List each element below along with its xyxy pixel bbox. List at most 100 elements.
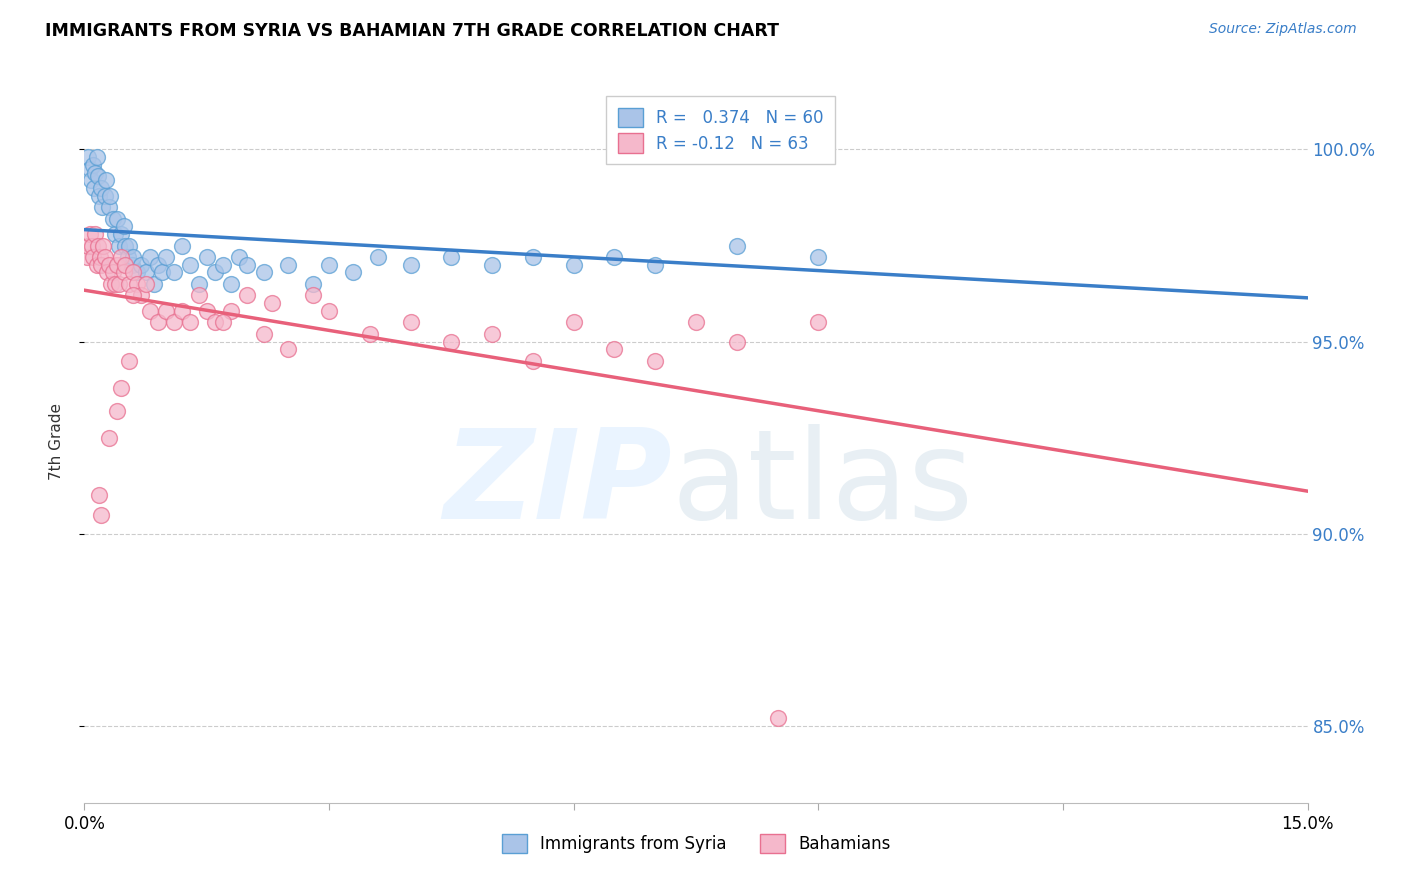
Point	[807, 315, 830, 329]
Point	[204, 315, 226, 329]
Point	[93, 250, 115, 264]
Point	[127, 265, 149, 279]
Point	[481, 326, 503, 341]
Point	[204, 265, 226, 279]
Point	[110, 250, 132, 264]
Point	[644, 354, 666, 368]
Point	[725, 238, 748, 252]
Point	[172, 238, 194, 252]
Point	[82, 250, 104, 264]
Point	[83, 181, 105, 195]
Point	[112, 219, 135, 234]
Point	[522, 354, 544, 368]
Point	[110, 227, 132, 241]
Point	[112, 265, 135, 279]
Point	[87, 488, 110, 502]
Point	[195, 250, 218, 264]
Text: IMMIGRANTS FROM SYRIA VS BAHAMIAN 7TH GRADE CORRELATION CHART: IMMIGRANTS FROM SYRIA VS BAHAMIAN 7TH GR…	[45, 22, 779, 40]
Point	[90, 508, 112, 522]
Point	[100, 188, 122, 202]
Point	[562, 315, 585, 329]
Point	[135, 277, 157, 291]
Point	[172, 304, 194, 318]
Point	[96, 265, 118, 279]
Point	[481, 258, 503, 272]
Point	[440, 250, 463, 264]
Point	[277, 343, 299, 357]
Point	[260, 296, 283, 310]
Point	[80, 173, 103, 187]
Point	[110, 381, 132, 395]
Point	[89, 250, 111, 264]
Point	[150, 265, 173, 279]
Y-axis label: 7th Grade: 7th Grade	[49, 403, 63, 480]
Point	[187, 288, 209, 302]
Point	[97, 431, 120, 445]
Point	[80, 238, 103, 252]
Point	[82, 158, 104, 172]
Point	[522, 250, 544, 264]
Point	[122, 250, 145, 264]
Point	[807, 250, 830, 264]
Point	[187, 277, 209, 291]
Point	[142, 277, 165, 291]
Point	[117, 250, 139, 264]
Point	[122, 288, 145, 302]
Point	[212, 258, 235, 272]
Point	[79, 227, 101, 241]
Point	[104, 277, 127, 291]
Point	[118, 277, 141, 291]
Point	[122, 265, 145, 279]
Point	[87, 238, 110, 252]
Point	[135, 265, 157, 279]
Point	[97, 200, 120, 214]
Point	[91, 238, 114, 252]
Point	[399, 315, 422, 329]
Point	[562, 258, 585, 272]
Point	[253, 265, 276, 279]
Point	[219, 277, 242, 291]
Point	[277, 258, 299, 272]
Point	[79, 161, 101, 176]
Point	[725, 334, 748, 349]
Point	[146, 258, 169, 272]
Point	[105, 258, 128, 272]
Point	[179, 258, 201, 272]
Point	[114, 258, 136, 272]
Point	[84, 165, 107, 179]
Point	[644, 258, 666, 272]
Point	[118, 354, 141, 368]
Point	[155, 250, 177, 264]
Point	[228, 250, 250, 264]
Point	[766, 711, 789, 725]
Point	[685, 315, 707, 329]
Point	[90, 258, 112, 272]
Text: Source: ZipAtlas.com: Source: ZipAtlas.com	[1209, 22, 1357, 37]
Point	[301, 288, 323, 302]
Point	[440, 334, 463, 349]
Legend: Immigrants from Syria, Bahamians: Immigrants from Syria, Bahamians	[495, 827, 897, 860]
Point	[318, 258, 340, 272]
Point	[155, 304, 177, 318]
Point	[342, 265, 364, 279]
Point	[399, 258, 422, 272]
Point	[131, 258, 153, 272]
Point	[359, 326, 381, 341]
Point	[87, 188, 110, 202]
Point	[86, 258, 108, 272]
Point	[236, 258, 259, 272]
Point	[318, 304, 340, 318]
Point	[107, 238, 129, 252]
Point	[77, 150, 100, 164]
Point	[131, 288, 153, 302]
Point	[367, 250, 389, 264]
Point	[236, 288, 259, 302]
Point	[108, 277, 131, 291]
Point	[212, 315, 235, 329]
Point	[101, 265, 124, 279]
Point	[146, 315, 169, 329]
Point	[121, 258, 143, 272]
Point	[91, 200, 114, 214]
Point	[104, 227, 127, 241]
Point	[118, 238, 141, 252]
